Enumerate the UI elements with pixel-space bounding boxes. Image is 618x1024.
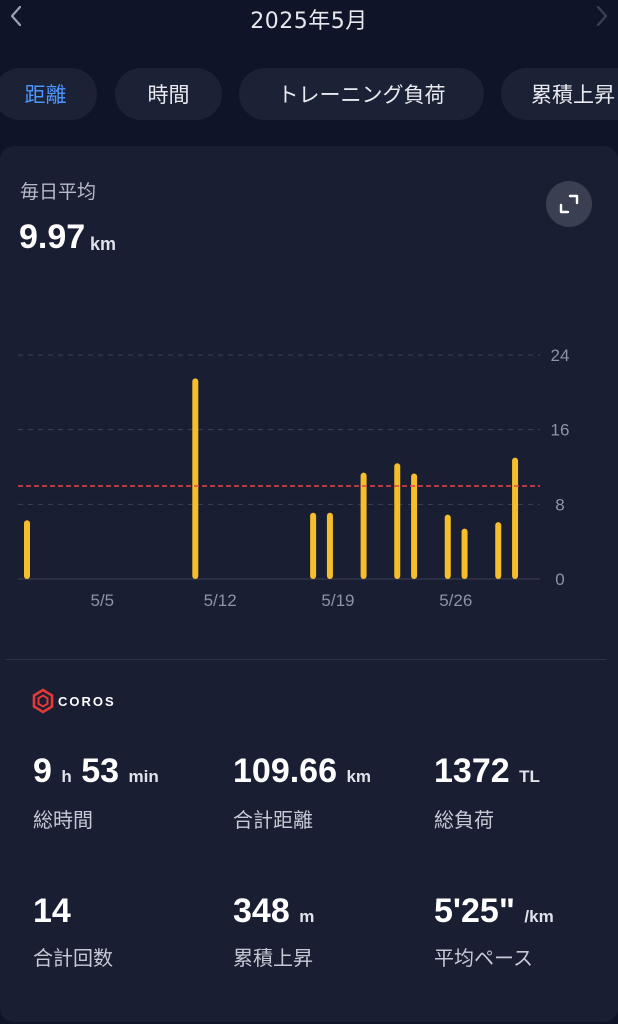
stat-average-pace-value: 5'25" [434,892,515,930]
chevron-right-icon [596,5,608,27]
bar-day-1[interactable] [24,520,30,579]
stat-total-time-hours: 9 [33,752,52,790]
y-tick-label: 16 [551,421,570,440]
stat-total-time-minutes: 53 [81,752,120,790]
stat-total-time-hours-unit: h [61,767,72,786]
bar-day-23[interactable] [394,463,401,579]
month-header: 2025年5月 [0,0,618,40]
tab-distance[interactable]: 距離 [0,68,97,120]
x-tick-label: 5/19 [321,591,354,610]
x-tick-label: 5/26 [439,591,472,610]
prev-month-button[interactable] [2,2,30,30]
distance-bar-chart: 24 16 8 0 5/5 5/12 5/19 5/26 [18,346,570,610]
month-title: 2025年5月 [250,9,368,34]
tab-training-load-label: トレーニング負荷 [277,83,446,107]
daily-average-value: 9.97 [19,218,86,256]
tab-time[interactable]: 時間 [115,68,222,120]
tab-time-label: 時間 [147,83,190,107]
bar-day-30[interactable] [512,457,519,579]
metric-tabs: 距離 時間 トレーニング負荷 累積上昇 [0,68,618,120]
stat-total-time-minutes-unit: min [128,767,159,786]
divider [6,659,606,660]
tab-training-load[interactable]: トレーニング負荷 [239,68,484,120]
y-tick-label: 8 [555,495,564,514]
coros-logo: COROS [32,688,116,714]
stat-average-pace-unit: /km [524,907,554,926]
stat-total-distance-unit: km [346,767,372,786]
bar-day-27[interactable] [461,528,468,579]
stat-total-distance-value: 109.66 [233,752,337,790]
daily-average-label: 毎日平均 [20,181,97,203]
expand-chart-button[interactable] [546,181,592,227]
tab-elevation-gain-label: 累積上昇 [531,83,615,107]
stats-card [0,146,618,1022]
stat-elevation-gain-unit: m [299,907,315,926]
expand-icon [559,194,579,214]
x-tick-label: 5/5 [90,591,114,610]
bar-day-26[interactable] [444,514,451,579]
stat-total-time-label: 総時間 [33,808,93,832]
stat-elevation-gain-value: 348 [233,892,290,930]
stat-average-pace-label: 平均ペース [434,946,533,970]
stat-elevation-gain-label: 累積上昇 [233,946,313,970]
chevron-left-icon [10,5,22,27]
bar-day-29[interactable] [495,522,502,579]
stat-total-load-unit: TL [519,767,540,786]
tab-distance-label: 距離 [24,83,67,107]
stat-total-count-label: 合計回数 [33,946,113,970]
stat-total-count-value: 14 [33,892,71,930]
stat-total-distance-label: 合計距離 [233,808,313,832]
stat-total-load-value: 1372 [434,752,510,790]
y-tick-label: 24 [551,346,570,365]
bar-day-19[interactable] [326,512,333,579]
bar-day-21[interactable] [360,472,367,579]
y-tick-label: 0 [555,570,564,589]
stat-total-load-label: 総負荷 [434,808,494,832]
bar-day-11[interactable] [192,378,199,579]
next-month-button[interactable] [588,2,616,30]
bar-day-18[interactable] [310,512,317,579]
tab-elevation-gain[interactable]: 累積上昇 [501,68,618,120]
x-tick-label: 5/12 [204,591,237,610]
daily-average-unit: km [90,234,117,254]
brand-name: COROS [58,694,116,709]
bar-day-24[interactable] [411,473,418,579]
